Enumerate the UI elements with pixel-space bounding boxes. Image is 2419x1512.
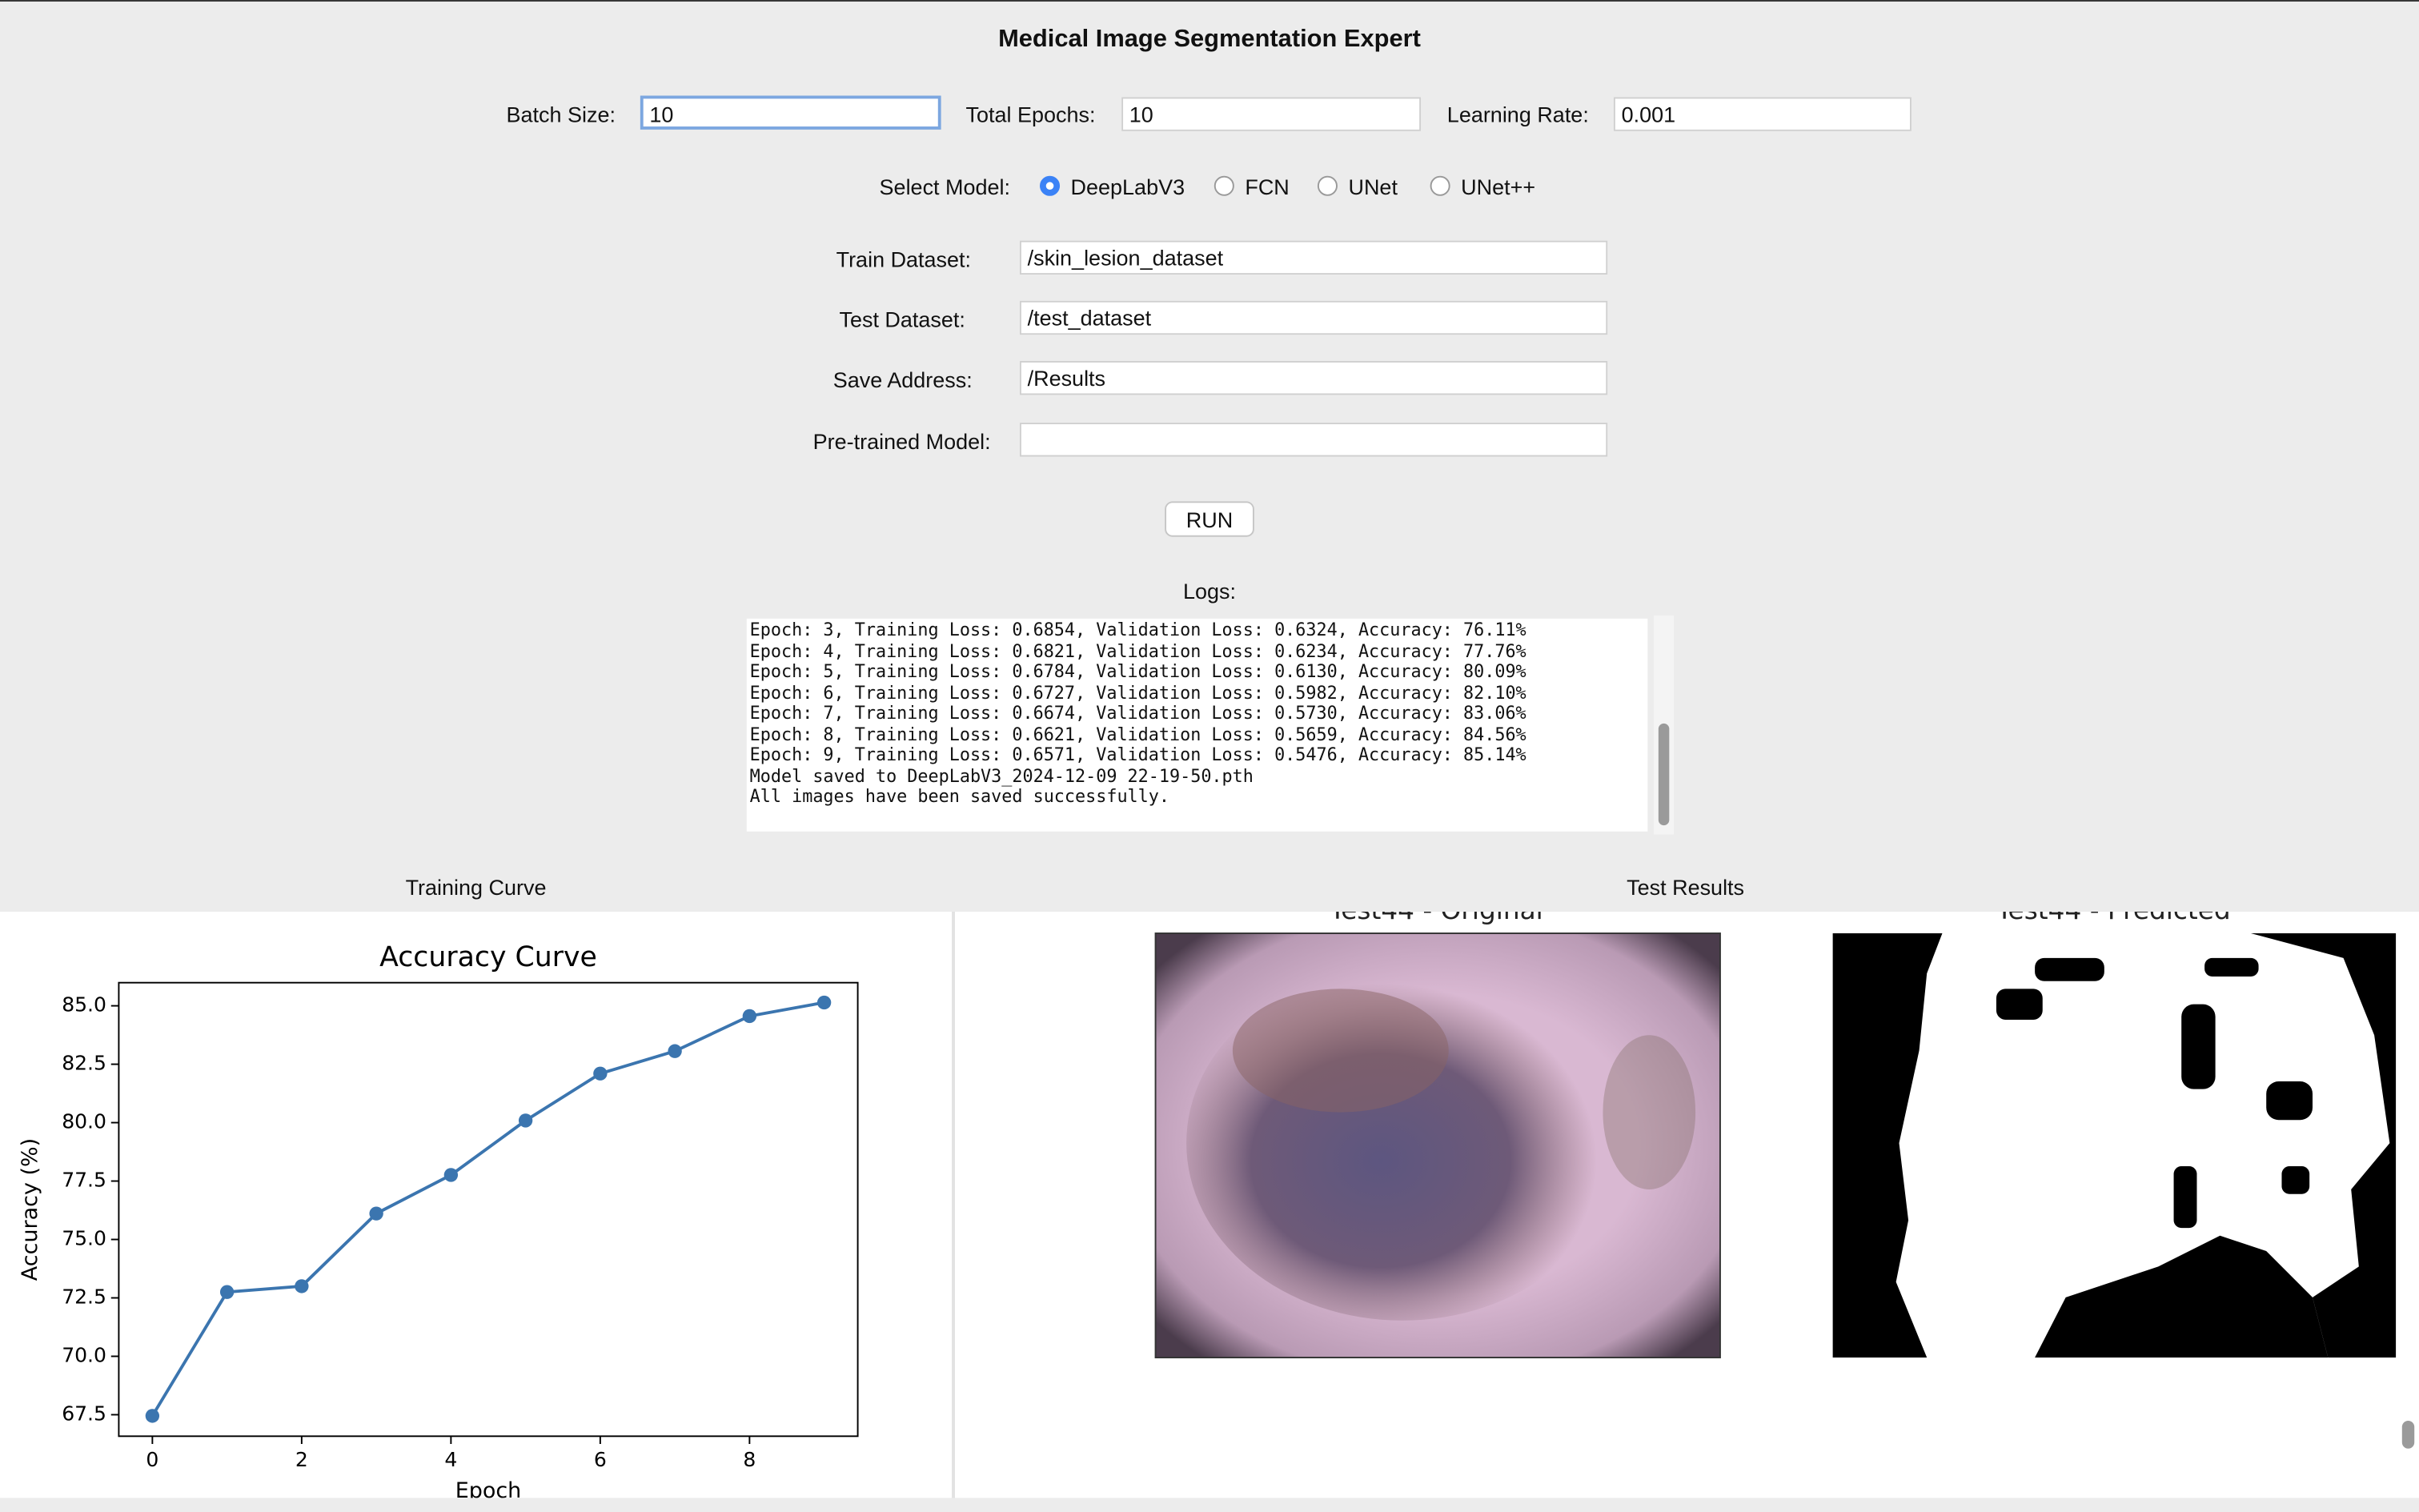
x-axis-label: Epoch <box>455 1478 522 1498</box>
data-point <box>145 1409 160 1423</box>
chart-title: Accuracy Curve <box>379 941 597 973</box>
data-point <box>593 1066 608 1081</box>
x-tick-label: 8 <box>743 1448 756 1471</box>
radio-label: DeepLabV3 <box>1070 174 1185 199</box>
path-label: Test Dataset: <box>839 307 965 332</box>
original-image <box>1154 932 1721 1358</box>
data-point <box>369 1206 383 1221</box>
radio-button[interactable] <box>1317 175 1338 196</box>
series-line <box>150 1001 824 1417</box>
path-label: Train Dataset: <box>836 247 972 272</box>
x-tick-label: 4 <box>444 1448 457 1471</box>
log-line: Model saved to DeepLabV3_2024-12-09 22-1… <box>749 765 1254 786</box>
param-input[interactable]: 10 <box>1121 97 1422 131</box>
path-label: Save Address: <box>832 367 973 392</box>
y-tick-label: 67.5 <box>62 1402 106 1425</box>
scrollbar[interactable] <box>1654 615 1675 835</box>
model-label: Select Model: <box>879 174 1011 199</box>
radio-label: FCN <box>1245 174 1290 199</box>
log-line: Epoch: 8, Training Loss: 0.6621, Validat… <box>749 724 1526 744</box>
path-input[interactable]: /test_dataset <box>1019 300 1608 335</box>
radio-label: UNet <box>1348 174 1398 199</box>
path-input[interactable]: /Results <box>1019 360 1608 395</box>
path-input[interactable]: /skin_lesion_dataset <box>1019 240 1608 275</box>
image-title: Test44 - Predicted <box>1996 912 2231 925</box>
data-point <box>518 1113 533 1128</box>
param-input[interactable]: 10 <box>640 95 941 130</box>
log-line: All images have been saved successfully. <box>749 786 1170 807</box>
y-tick-label: 85.0 <box>62 993 106 1017</box>
data-point <box>816 995 832 1010</box>
logs-box: Epoch: 3, Training Loss: 0.6854, Validat… <box>746 618 1648 832</box>
data-point <box>443 1168 459 1182</box>
x-tick-label: 2 <box>295 1448 308 1471</box>
logs-label: Logs: <box>1182 578 1237 604</box>
image-title: Test44 - Original <box>1329 912 1543 925</box>
scrollbar-thumb[interactable] <box>2401 1421 2415 1449</box>
window-title: Medical Image Segmentation Expert <box>998 26 1421 53</box>
log-line: Epoch: 5, Training Loss: 0.6784, Validat… <box>749 661 1526 682</box>
radio-label: UNet++ <box>1461 174 1536 199</box>
param-input[interactable]: 0.001 <box>1613 97 1912 131</box>
chart: Accuracy Curve Epoch Accuracy (%) 67.5 70.0 7… <box>18 941 859 1503</box>
radio-button[interactable] <box>1430 175 1450 196</box>
data-point <box>668 1044 682 1058</box>
param-label: Total Epochs: <box>965 102 1096 127</box>
panel-label: Training Curve <box>405 874 547 900</box>
path-input[interactable] <box>1019 423 1608 457</box>
y-tick-label: 72.5 <box>62 1285 106 1308</box>
x-tick-label: 0 <box>146 1448 158 1471</box>
y-tick-label: 70.0 <box>62 1343 106 1366</box>
log-text: Epoch: 3, Training Loss: 0.6854, Validat… <box>747 619 1648 809</box>
predicted-mask <box>1832 933 2397 1358</box>
run-button[interactable]: RUN <box>1165 501 1254 537</box>
y-axis-label: Accuracy (%) <box>18 1138 42 1281</box>
log-line: Epoch: 9, Training Loss: 0.6571, Validat… <box>749 744 1526 765</box>
data-point <box>295 1279 309 1293</box>
data-point <box>219 1285 235 1299</box>
radio-button[interactable] <box>1040 175 1061 196</box>
y-tick-label: 77.5 <box>62 1169 106 1192</box>
chart-panel: Accuracy Curve Epoch Accuracy (%) 67.5 70.0 7… <box>0 912 953 1503</box>
results: Test44 - Original Test44 - Predicted <box>1154 912 2397 1358</box>
log-line: Epoch: 4, Training Loss: 0.6821, Validat… <box>749 640 1526 661</box>
param-label: Batch Size: <box>506 102 616 127</box>
param-label: Learning Rate: <box>1446 102 1589 127</box>
log-line: Epoch: 3, Training Loss: 0.6854, Validat… <box>749 620 1526 640</box>
y-tick-label: 75.0 <box>62 1227 106 1250</box>
log-line: Epoch: 6, Training Loss: 0.6727, Validat… <box>749 682 1526 703</box>
results-panel: Test44 - Original Test44 - Predicted <box>954 912 2419 1498</box>
y-tick-label: 82.5 <box>62 1052 106 1075</box>
path-label: Pre-trained Model: <box>812 428 991 454</box>
y-tick-label: 80.0 <box>62 1110 106 1133</box>
log-line: Epoch: 7, Training Loss: 0.6674, Validat… <box>749 703 1526 724</box>
x-tick-label: 6 <box>594 1448 607 1471</box>
plot-frame <box>118 981 859 1438</box>
data-point <box>742 1009 757 1024</box>
divider <box>952 912 955 1498</box>
radio-button[interactable] <box>1214 175 1234 196</box>
panel-label: Test Results <box>1627 874 1745 900</box>
